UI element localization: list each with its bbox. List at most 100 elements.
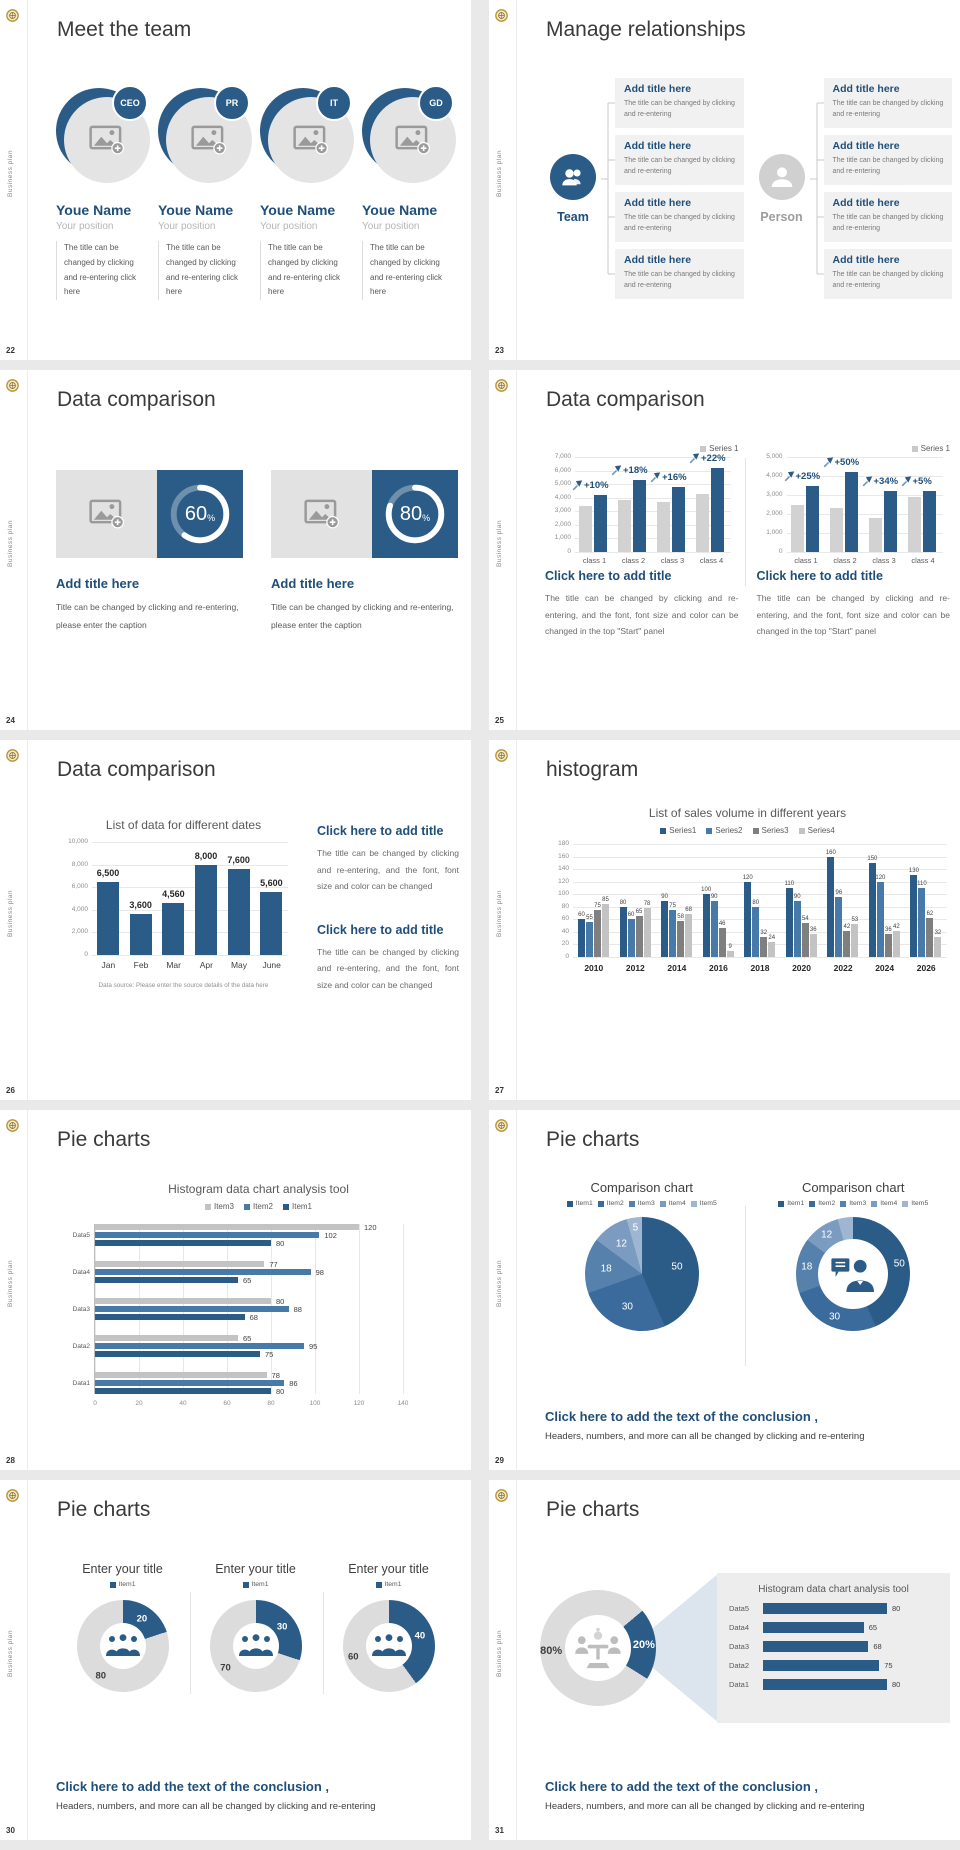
comparison-chart-block: Comparison chart Item1 Item2 Item3 Item4 Item… xyxy=(757,1180,951,1331)
slide-22-meet-the-team[interactable]: Meet the team CEO Youe Name Your position T… xyxy=(0,0,471,360)
chart-title: Comparison chart xyxy=(590,1180,694,1195)
bar-value-label: 80 xyxy=(276,1239,285,1248)
detail-value-label: 80 xyxy=(892,1604,901,1613)
detail-value-label: 65 xyxy=(868,1623,878,1632)
legend-label: Series1 xyxy=(669,826,697,835)
bar-value-label: 5,600 xyxy=(260,877,283,888)
year-bar-series1 xyxy=(868,862,876,957)
year-bar-series4 xyxy=(768,941,776,957)
people-group-icon xyxy=(369,1632,409,1660)
role-badge: CEO xyxy=(112,85,148,121)
bar-value-label: 60 xyxy=(627,912,635,919)
category-labels: Data5 Data4 Data3 Data2 Data1 xyxy=(60,1224,94,1394)
crest-logo-icon xyxy=(6,379,19,392)
team-member-card: PR Youe Name Your position The title can be… xyxy=(158,85,252,301)
gridline xyxy=(92,887,288,889)
bar-value-label: 54 xyxy=(801,916,809,923)
slide-28-pie-charts[interactable]: Pie charts Histogram data chart analysis… xyxy=(0,1110,471,1470)
bar-baseline xyxy=(907,496,921,552)
bar-value-label: 98 xyxy=(315,1268,324,1277)
bar-value-label: 60 xyxy=(578,912,585,919)
gridline xyxy=(575,511,731,513)
slide-title: Pie charts xyxy=(57,1498,151,1521)
side-rail: Business plan xyxy=(0,370,28,730)
slide-31-pie-charts[interactable]: Pie charts Histogram data chart analysis… xyxy=(489,1480,960,1840)
column-divider xyxy=(190,1592,191,1694)
photo-placeholder xyxy=(56,470,157,558)
legend-item: Item1 xyxy=(375,1581,402,1588)
slide-26-data-comparison[interactable]: Data comparison List of data for differe… xyxy=(0,740,471,1100)
y-tick-label: 180 xyxy=(558,840,569,847)
slide-25-data-comparison[interactable]: Data comparison Series 1 7,000 6,000 5,000 4… xyxy=(489,370,960,730)
legend-swatch xyxy=(798,827,805,834)
x-tick-label: 140 xyxy=(397,1400,409,1407)
detail-value-label: 68 xyxy=(873,1642,882,1651)
bar-value-label: 96 xyxy=(835,889,843,896)
caption-column: Click here to add title The title can be … xyxy=(317,818,459,993)
column-divider xyxy=(745,458,746,586)
bar-baseline xyxy=(868,517,882,552)
caption-text: The title can be changed by clicking and… xyxy=(756,593,951,637)
year-bar-series1 xyxy=(702,894,710,957)
slice-value-label: 5 xyxy=(632,1222,639,1234)
bar-baseline xyxy=(790,504,804,552)
page-number: 30 xyxy=(6,1826,15,1835)
legend-swatch xyxy=(706,827,713,834)
member-photo: IT xyxy=(260,85,354,188)
crest-logo-icon xyxy=(495,749,508,762)
member-position: Your position xyxy=(56,221,114,232)
chart-legend: Item1 xyxy=(56,1581,189,1588)
member-name: Youe Name xyxy=(56,202,132,218)
category-label: Data3 xyxy=(72,1306,90,1313)
member-photo: GD xyxy=(362,85,456,188)
bar-value-label: 77 xyxy=(269,1260,278,1269)
team-member-card: CEO Youe Name Your position The title can b… xyxy=(56,85,150,301)
titles-column: Add title here The title can be changed b… xyxy=(823,78,952,308)
slide-27-histogram[interactable]: histogram List of sales volume in differ… xyxy=(489,740,960,1100)
side-rail: Business plan xyxy=(0,0,28,360)
slide-title: histogram xyxy=(546,758,639,781)
slide-29-pie-charts[interactable]: Pie charts Comparison chart Item1 Item2 Ite… xyxy=(489,1110,960,1470)
member-description: The title can be changed by clicking and… xyxy=(158,241,244,301)
chart-title: List of sales volume in different years xyxy=(648,806,847,820)
donut-block: Enter your title Item1 20 80 xyxy=(56,1562,189,1692)
bar-value-label: 42 xyxy=(843,923,851,930)
bar-value-label: 9 xyxy=(728,944,732,951)
hbar-item2 xyxy=(95,1306,289,1312)
horizontal-bar-chart: Data5 Data4 Data3 Data2 Data1 0 20 40 60 80 100 120… xyxy=(60,1223,409,1407)
growth-arrow-icon xyxy=(784,470,795,482)
plot-area: 60 55 75 85 2010 80 60 65 78 2012 90 75 58 68 2014 100 9… xyxy=(573,844,947,973)
bar-series1 xyxy=(805,485,819,552)
hbar-item3 xyxy=(95,1224,359,1230)
legend-swatch xyxy=(809,1200,816,1207)
hbar-item2 xyxy=(95,1269,311,1275)
legend-item: Item3 xyxy=(628,1200,655,1207)
caption-block: Click here to add title The title can be … xyxy=(317,923,459,994)
slide-24-data-comparison[interactable]: Data comparison 60% Add title here Title c… xyxy=(0,370,471,730)
year-bar-series2 xyxy=(793,900,801,957)
y-tick-label: 160 xyxy=(558,852,569,860)
page-number: 24 xyxy=(6,716,15,725)
grouped-bar-chart: 180 160 140 120 100 80 60 40 20 0 60 55 75 85 2010 80 60… xyxy=(551,840,947,973)
legend-item: Item5 xyxy=(690,1200,717,1207)
image-placeholder-icon xyxy=(395,125,431,155)
slide-30-pie-charts[interactable]: Pie charts Enter your title Item1 20 80 Ente… xyxy=(0,1480,471,1840)
y-axis-labels: 5,000 4,000 3,000 2,000 1,000 0 xyxy=(757,453,787,555)
bar-value-label: 32 xyxy=(934,929,942,936)
bar-value-label: 75 xyxy=(669,902,676,909)
growth-label: +10% xyxy=(572,480,609,491)
member-name: Youe Name xyxy=(260,202,336,218)
role-badge: GD xyxy=(418,85,454,121)
bar-series1 xyxy=(844,472,858,552)
growth-arrow-icon xyxy=(689,453,700,464)
member-name: Youe Name xyxy=(362,202,438,218)
conclusion-text: Headers, numbers, and more can all be ch… xyxy=(545,1431,865,1442)
slide-23-manage-relationships[interactable]: Manage relationships Team Add title here T… xyxy=(489,0,960,360)
percent-value: 60% xyxy=(184,502,216,525)
conclusion-block: Click here to add the text of the conclu… xyxy=(545,1779,944,1812)
legend-item: Item2 xyxy=(597,1200,624,1207)
bar-value-label: 100 xyxy=(701,887,712,894)
gridline xyxy=(786,533,943,534)
slice-value-label: 18 xyxy=(801,1261,813,1273)
legend-swatch xyxy=(840,1200,847,1207)
